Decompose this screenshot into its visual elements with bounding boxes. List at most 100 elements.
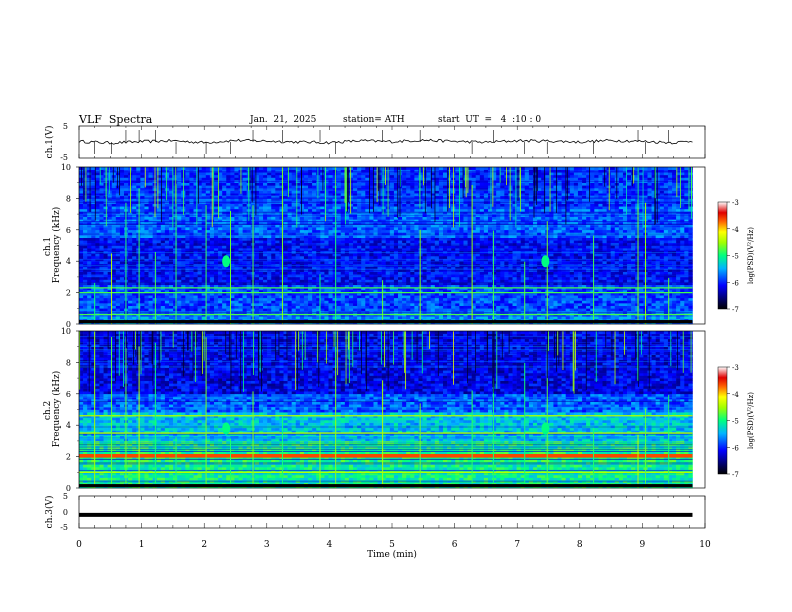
ch1-waveform-frame [79,126,705,158]
spectrogram-cell [660,298,664,301]
spectrogram-cell [341,303,345,306]
spectrogram-cell [177,306,181,309]
spectrogram-cell [508,298,512,301]
spectrogram-cell [623,285,627,288]
spectrogram-cell [533,300,537,303]
spectrogram-cell [218,316,222,319]
spectrogram-cell [603,285,607,288]
spectrogram-cell [112,280,116,283]
spectrogram-cell [517,303,521,306]
spectrogram-cell [333,316,337,319]
spectrogram-cell [541,295,545,298]
spectrogram-cell [308,295,312,298]
spectrogram-cell [455,295,459,298]
spectrogram-cell [87,306,91,309]
spectrogram-cell [173,298,177,301]
spectrogram-cell [218,308,222,311]
spectrogram-cell [304,303,308,306]
spectrogram-cell [279,308,283,311]
spectrogram-cell [423,295,427,298]
spectrogram-cell [247,308,251,311]
spectrogram-cell [99,316,103,319]
spectrogram-cell [496,300,500,303]
spectrogram-cell [459,316,463,319]
spectrogram-cell [406,298,410,301]
spectrogram-cell [451,285,455,288]
spectrogram-cell [443,300,447,303]
spectrogram-cell [484,308,488,311]
spectrogram-cell [558,300,562,303]
spectrogram-cell [320,300,324,303]
spectrogram-cell [263,303,267,306]
spectrogram-cell [631,285,635,288]
spectrogram-cell [373,300,377,303]
spectrogram-cell [104,300,108,303]
spectrogram-cell [468,295,472,298]
spectrogram-cell [255,298,259,301]
spectrogram-cell [234,280,238,283]
spectrogram-cell [476,303,480,306]
spectrogram-cell [402,300,406,303]
spectrogram-cell [623,298,627,301]
spectrogram-cell [83,306,87,309]
spectrogram-cell [255,316,259,319]
spectrogram-cell [87,298,91,301]
spectrogram-cell [508,306,512,309]
spectrogram-cell [222,280,226,283]
spectrogram-cell [140,295,144,298]
spectrogram-cell [189,300,193,303]
spectrogram-cell [173,316,177,319]
spectrogram-cell [386,308,390,311]
spectrogram-cell [684,285,688,288]
spectrogram-cell [598,303,602,306]
spectrogram-cell [463,308,467,311]
spectrogram-cell [198,316,202,319]
spectrogram-cell [504,298,508,301]
spectrogram-cell [652,298,656,301]
spectrogram-cell [161,300,165,303]
spectrogram-cell [447,298,451,301]
spectrogram-cell [320,285,324,288]
spectrogram-cell [353,285,357,288]
spectrogram-cell [222,295,226,298]
spectrogram-cell [664,295,668,298]
spectrogram-cell [128,300,132,303]
spectrogram-cell [504,303,508,306]
spectrogram-cell [647,285,651,288]
spectrogram-cell [104,303,108,306]
spectrogram-cell [373,285,377,288]
spectrogram-cell [615,306,619,309]
spectrogram-cell [304,300,308,303]
spectrogram-cell [647,298,651,301]
spectrogram-cell [688,306,692,309]
spectrogram-cell [631,308,635,311]
spectrogram-cell [365,316,369,319]
spectrogram-cell [144,295,148,298]
spectrogram-cell [656,295,660,298]
spectrogram-cell [120,306,124,309]
spectrogram-cell [684,298,688,301]
spectrogram-cell [431,285,435,288]
spectrogram-cell [104,316,108,319]
spectrogram-cell [639,306,643,309]
spectrogram-cell [369,306,373,309]
spectrogram-cell [517,298,521,301]
spectrogram-cell [423,316,427,319]
spectrogram-cell [615,316,619,319]
spectrogram-cell [439,285,443,288]
spectrogram-cell [582,303,586,306]
spectrogram-cell [570,308,574,311]
spectrogram-cell [553,303,557,306]
spectrogram-cell [647,316,651,319]
spectrogram-cell [664,300,668,303]
spectrogram-cell [406,306,410,309]
spectrogram-cell [680,308,684,311]
spectrogram-cell [492,303,496,306]
spectrogram-cell [271,285,275,288]
spectrogram-cell [337,298,341,301]
spectrogram-cell [320,316,324,319]
spectrogram-cell [455,298,459,301]
spectrogram-cell [308,306,312,309]
spectrogram-cell [500,303,504,306]
spectrogram-cell [104,285,108,288]
